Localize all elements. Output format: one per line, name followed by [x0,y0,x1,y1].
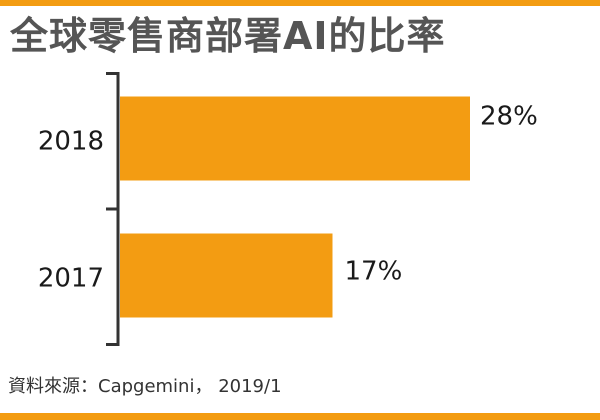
bar-2018 [120,96,470,181]
chart-title: 全球零售商部署AI的比率 [10,14,446,58]
data-label-2017: 17% [345,257,403,287]
top-accent-rule [0,0,600,6]
bar-2017 [120,233,333,318]
category-label-2017: 2017 [38,264,104,294]
bottom-accent-rule [0,413,600,420]
data-label-2018: 28% [480,102,538,132]
source-note: 資料來源：Capgemini， 2019/1 [8,376,282,397]
category-label-2018: 2018 [38,127,104,157]
